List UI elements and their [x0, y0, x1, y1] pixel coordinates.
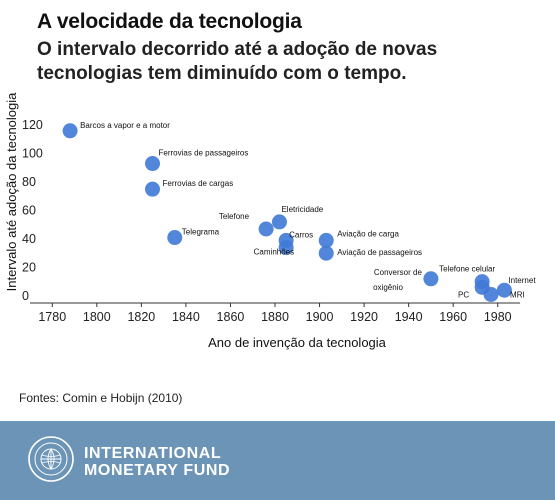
data-point: [278, 240, 294, 255]
x-tick-label: 1880: [261, 310, 289, 324]
x-axis: 1780 1800 1820 1840 1860 1880 1900 1920 1940 1960…: [30, 302, 520, 324]
point-label: Ferrovias de cargas: [163, 179, 234, 188]
org-name-line-1: INTERNATIONAL: [84, 445, 222, 462]
point-label: Internet: [508, 276, 536, 285]
x-tick-label: 1980: [484, 310, 512, 324]
y-tick-label: 60: [22, 204, 36, 218]
y-tick-label: 120: [22, 118, 43, 132]
point-label: Carros: [289, 230, 313, 239]
x-tick-label: 1840: [172, 310, 200, 324]
y-tick-label: 80: [22, 175, 36, 189]
data-point: [271, 214, 287, 230]
point-label: MRI: [510, 290, 525, 299]
org-name-line-2: MONETARY FUND: [84, 462, 231, 479]
data-point: [423, 271, 439, 287]
imf-seal-icon: [28, 436, 74, 482]
data-point: [496, 282, 512, 298]
x-axis-title: Ano de invenção da tecnologia: [208, 335, 387, 350]
chart-subtitle: O intervalo decorrido até a adoção de no…: [37, 39, 438, 84]
point-label: Telefone: [219, 212, 250, 221]
x-tick-label: 1800: [83, 310, 111, 324]
y-axis-ticks: 0 20 40 60 80 100 120: [22, 118, 43, 303]
point-label: oxigênio: [373, 283, 403, 292]
y-tick-label: 100: [22, 147, 43, 161]
scatter-chart: 0 20 40 60 80 100 120 1780 1800 1820 1840 1860 1880…: [4, 92, 536, 350]
data-point: [145, 181, 160, 197]
point-label: Aviação de passageiros: [337, 248, 422, 257]
y-axis-title: Intervalo até adoção da tecnologia: [4, 92, 19, 292]
data-point: [318, 232, 334, 248]
x-tick-label: 1940: [395, 310, 423, 324]
x-tick-label: 1820: [127, 310, 155, 324]
point-labels: Barcos a vapor e a motor Ferrovias de pas…: [80, 121, 536, 300]
y-tick-label: 0: [22, 289, 29, 303]
data-point: [258, 221, 274, 237]
footer-banner: INTERNATIONAL MONETARY FUND: [0, 421, 555, 500]
point-label: Conversor de: [374, 268, 423, 277]
data-point: [483, 286, 499, 302]
data-point: [145, 156, 160, 172]
data-points: [62, 123, 512, 302]
data-point: [167, 230, 183, 246]
point-label: PC: [458, 290, 469, 299]
x-tick-label: 1900: [306, 310, 334, 324]
point-label: Caminhões: [254, 248, 294, 257]
point-label: Telegrama: [182, 228, 220, 237]
imf-wordmark: INTERNATIONAL MONETARY FUND: [84, 445, 230, 479]
point-label: Telefone celular: [439, 265, 495, 274]
x-tick-label: 1960: [439, 310, 467, 324]
x-tick-label: 1860: [217, 310, 245, 324]
point-label: Ferrovias de passageiros: [159, 149, 249, 158]
point-label: Eletricidade: [281, 205, 323, 214]
data-point: [318, 245, 334, 261]
source-note: Fontes: Comin e Hobijn (2010): [19, 391, 183, 405]
x-tick-label: 1780: [38, 310, 66, 324]
y-tick-label: 40: [22, 232, 36, 246]
point-label: Aviação de carga: [337, 229, 399, 238]
chart-title: A velocidade da tecnologia: [37, 10, 302, 33]
x-tick-label: 1920: [350, 310, 378, 324]
y-tick-label: 20: [22, 260, 36, 274]
point-label: Barcos a vapor e a motor: [80, 121, 170, 130]
data-point: [62, 123, 78, 139]
